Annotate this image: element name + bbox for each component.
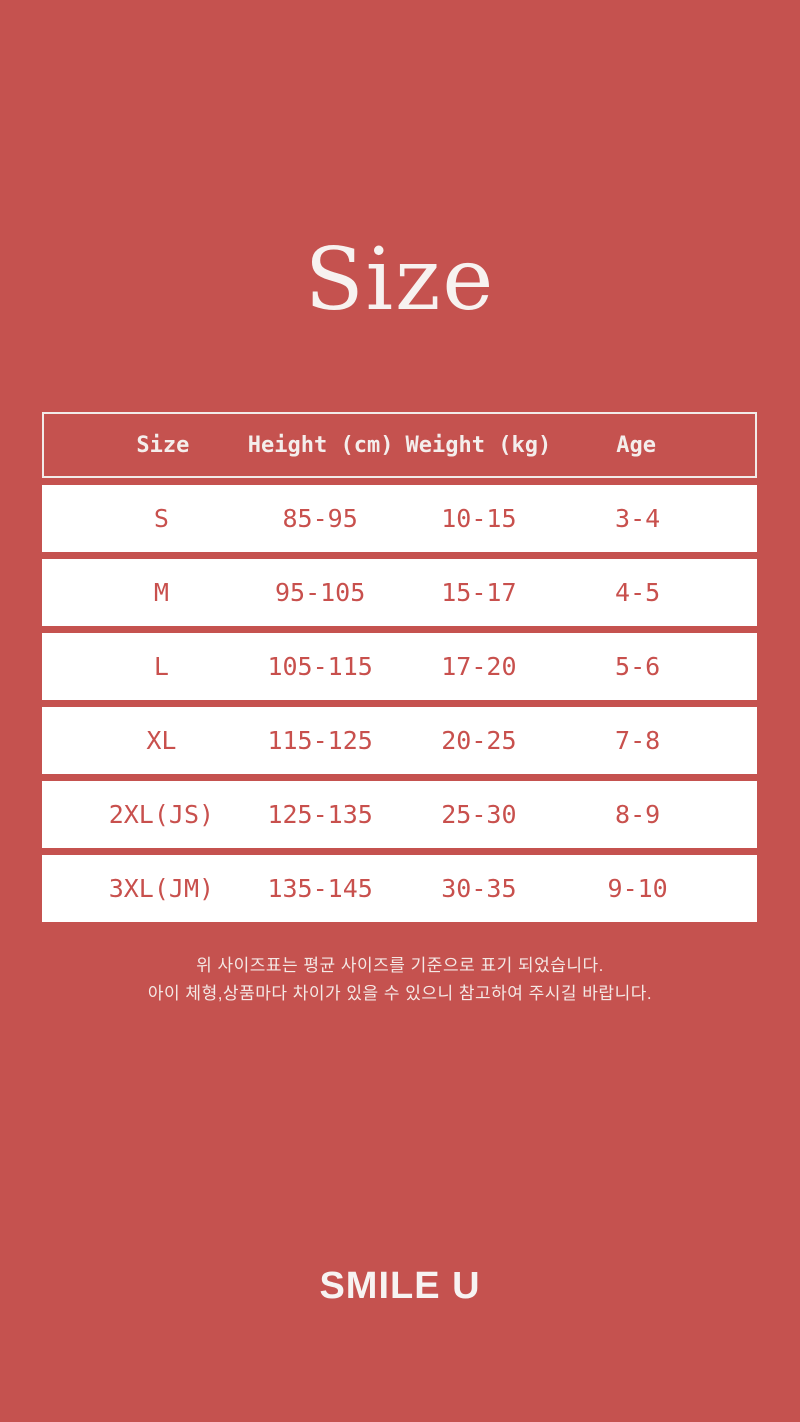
cell-height: 105-115 <box>267 652 373 681</box>
table-row: L 105-115 17-20 5-6 <box>42 633 757 700</box>
size-table: Size Height (cm) Weight (kg) Age S 85-95… <box>42 412 757 922</box>
cell-weight: 10-15 <box>441 504 517 533</box>
table-header-row: Size Height (cm) Weight (kg) Age <box>42 412 757 478</box>
cell-age: 5-6 <box>615 652 661 681</box>
header-weight: Weight (kg) <box>405 432 552 458</box>
cell-age: 7-8 <box>615 726 661 755</box>
brand-logo: SMILE U <box>319 1265 481 1307</box>
disclaimer-line-1: 위 사이즈표는 평균 사이즈를 기준으로 표기 되었습니다. <box>196 956 604 975</box>
cell-height: 125-135 <box>267 800 373 829</box>
cell-size: 2XL(JS) <box>108 800 215 829</box>
table-row: S 85-95 10-15 3-4 <box>42 485 757 552</box>
table-row: XL 115-125 20-25 7-8 <box>42 707 757 774</box>
cell-size: M <box>153 578 169 607</box>
page-title: Size <box>304 230 496 330</box>
cell-size: 3XL(JM) <box>108 874 215 903</box>
cell-age: 4-5 <box>615 578 661 607</box>
header-size: Size <box>136 432 190 458</box>
table-row: 2XL(JS) 125-135 25-30 8-9 <box>42 781 757 848</box>
cell-age: 8-9 <box>615 800 661 829</box>
cell-height: 115-125 <box>267 726 373 755</box>
cell-size: S <box>153 504 169 533</box>
cell-age: 3-4 <box>615 504 661 533</box>
header-age: Age <box>616 432 656 458</box>
cell-height: 135-145 <box>267 874 373 903</box>
header-height: Height (cm) <box>247 432 394 458</box>
disclaimer-line-2: 아이 체형,상품마다 차이가 있을 수 있으니 참고하여 주시길 바랍니다. <box>147 984 653 1003</box>
size-disclaimer: 위 사이즈표는 평균 사이즈를 기준으로 표기 되었습니다. 아이 체형,상품마… <box>0 952 800 1008</box>
cell-weight: 17-20 <box>441 652 517 681</box>
cell-size: L <box>153 652 169 681</box>
cell-weight: 30-35 <box>441 874 517 903</box>
table-row: 3XL(JM) 135-145 30-35 9-10 <box>42 855 757 922</box>
cell-weight: 25-30 <box>441 800 517 829</box>
cell-height: 85-95 <box>282 504 358 533</box>
cell-weight: 20-25 <box>441 726 517 755</box>
cell-weight: 15-17 <box>441 578 517 607</box>
cell-age: 9-10 <box>607 874 668 903</box>
table-row: M 95-105 15-17 4-5 <box>42 559 757 626</box>
cell-size: XL <box>146 726 177 755</box>
cell-height: 95-105 <box>274 578 366 607</box>
